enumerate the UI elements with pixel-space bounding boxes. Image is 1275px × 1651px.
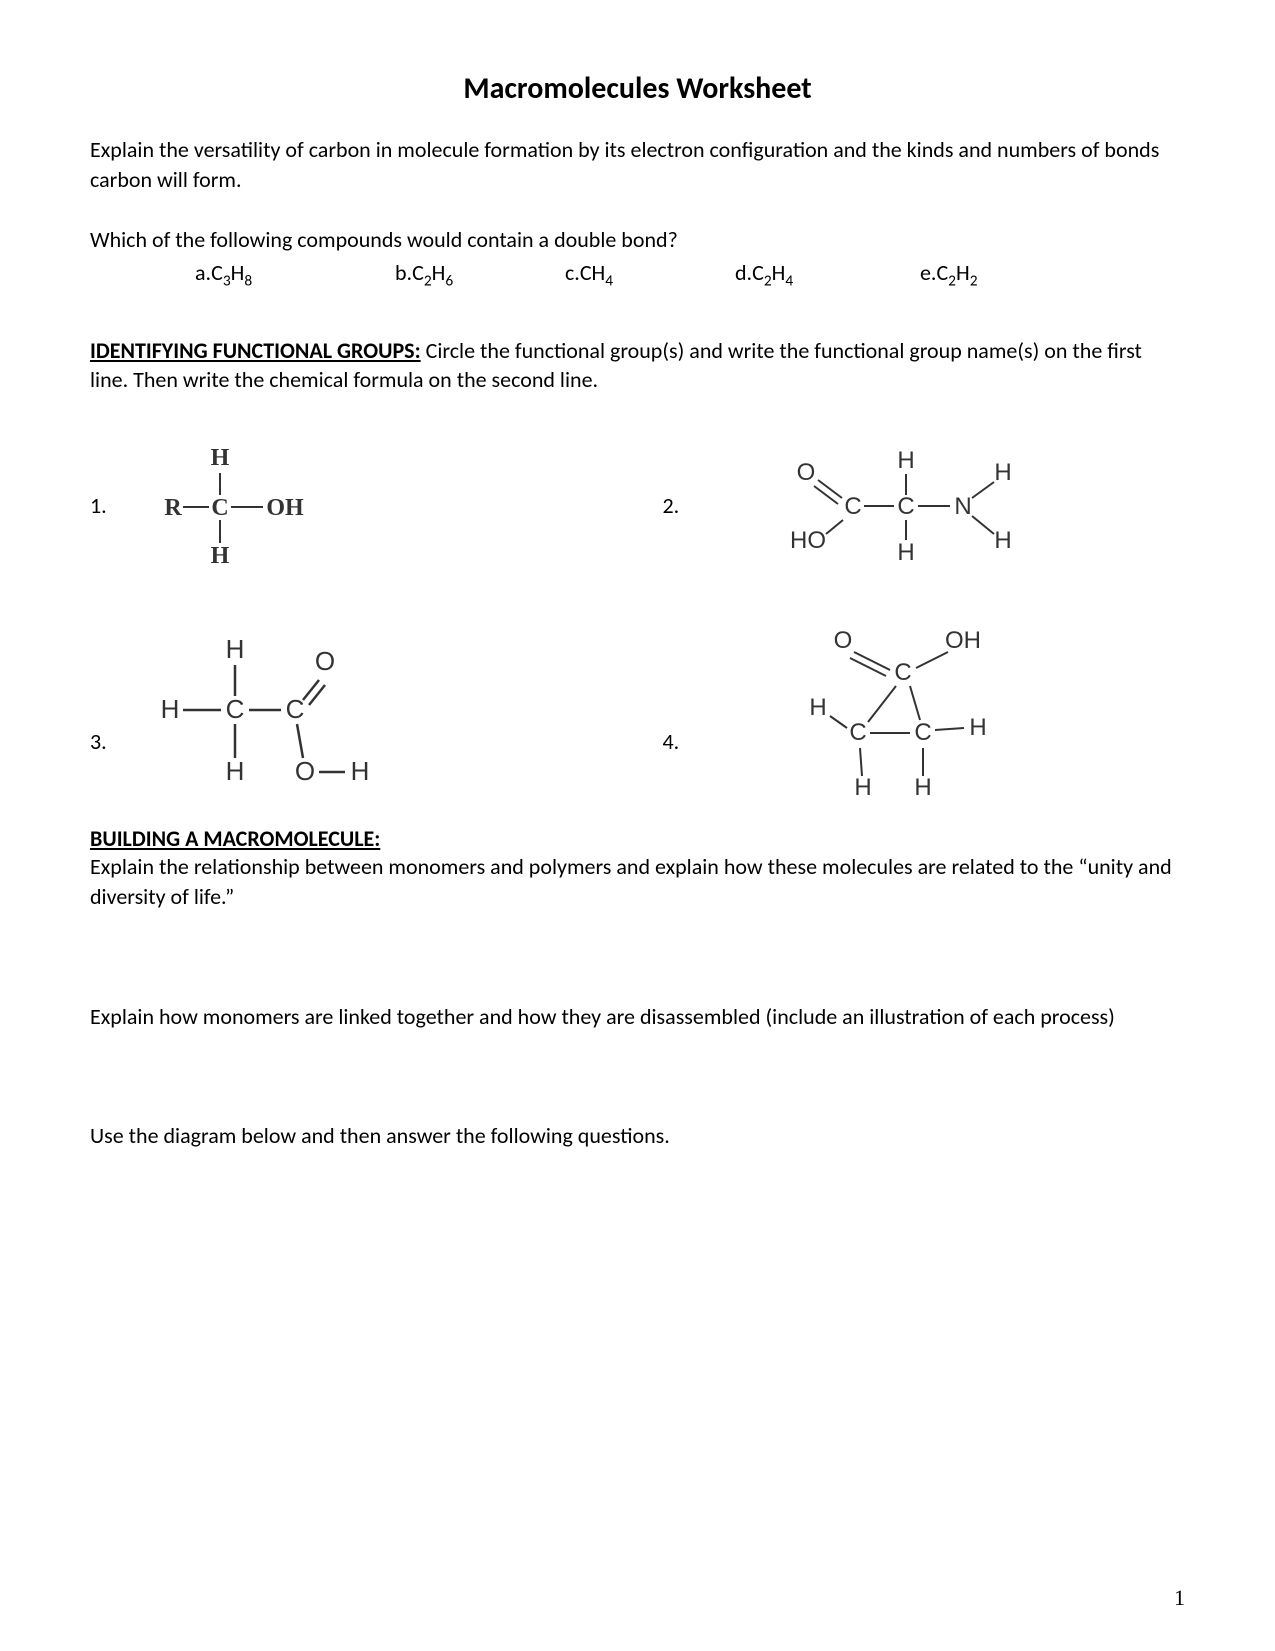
structures-grid: 1. H R C OH H 2.	[90, 420, 1185, 800]
mc-prompt: Which of the following compounds would c…	[90, 226, 1185, 253]
mc-option-e: e. C2H2	[920, 259, 978, 290]
svg-text:H: H	[854, 774, 871, 800]
svg-text:HO: HO	[790, 527, 826, 554]
mc-options: a. C3H8 b. C2H6 c. CH4 d. C2H4 e. C2H2	[90, 259, 1185, 290]
svg-text:H: H	[226, 634, 245, 664]
svg-text:H: H	[161, 694, 180, 724]
structure-cell-1: 1. H R C OH H	[90, 420, 613, 590]
question-linking-monomers: Explain how monomers are linked together…	[90, 1002, 1185, 1032]
svg-text:C: C	[286, 694, 305, 724]
svg-text:N: N	[954, 493, 971, 520]
svg-text:O: O	[315, 646, 335, 676]
svg-text:H: H	[897, 539, 914, 566]
structure-cell-4: 4. O OH C H C C H H H	[663, 620, 1186, 800]
structure-number-2: 2.	[663, 492, 708, 519]
structure-number-1: 1.	[90, 492, 135, 519]
svg-text:C: C	[897, 493, 914, 520]
svg-text:H: H	[351, 756, 370, 786]
svg-text:H: H	[969, 714, 986, 741]
page-number: 1	[1174, 1585, 1185, 1611]
svg-text:H: H	[809, 694, 826, 721]
structure-diagram-3: H O H C C H O H	[135, 630, 395, 790]
question-monomers-polymers: Explain the relationship between monomer…	[90, 852, 1185, 911]
svg-text:C: C	[849, 719, 866, 746]
svg-text:H: H	[226, 756, 245, 786]
svg-text:H: H	[211, 445, 230, 471]
page-title: Macromolecules Worksheet	[90, 70, 1185, 107]
svg-text:H: H	[994, 459, 1011, 486]
mc-option-b: b. C2H6	[395, 259, 560, 290]
svg-text:H: H	[211, 543, 230, 565]
section-heading-functional-groups: IDENTIFYING FUNCTIONAL GROUPS:	[90, 337, 421, 364]
mc-option-d: d. C2H4	[735, 259, 915, 290]
structure-diagram-4: O OH C H C C H H H	[748, 620, 1008, 800]
structure-cell-3: 3. H O H C C H O H	[90, 620, 613, 800]
structure-number-4: 4.	[663, 728, 708, 800]
structure-diagram-1: H R C OH H	[135, 445, 335, 565]
question-carbon-versatility: Explain the versatility of carbon in mol…	[90, 135, 1185, 194]
svg-text:H: H	[914, 774, 931, 800]
svg-text:C: C	[226, 694, 245, 724]
mc-option-a: a. C3H8	[195, 259, 390, 290]
svg-text:C: C	[211, 495, 228, 521]
svg-text:H: H	[897, 447, 914, 474]
svg-text:C: C	[844, 493, 861, 520]
section-heading-macromolecule: BUILDING A MACROMOLECULE:	[90, 825, 1185, 852]
mc-option-c: c. CH4	[565, 259, 730, 290]
svg-text:C: C	[914, 719, 931, 746]
svg-text:O: O	[833, 627, 852, 654]
question-use-diagram: Use the diagram below and then answer th…	[90, 1121, 1185, 1151]
svg-text:OH: OH	[945, 627, 981, 654]
svg-text:OH: OH	[266, 495, 304, 521]
svg-text:H: H	[994, 527, 1011, 554]
worksheet-page: Macromolecules Worksheet Explain the ver…	[0, 0, 1275, 1651]
structure-number-3: 3.	[90, 728, 135, 800]
svg-text:C: C	[894, 659, 911, 686]
functional-groups-instructions: IDENTIFYING FUNCTIONAL GROUPS: Circle th…	[90, 336, 1185, 395]
structure-diagram-2: O H C C N H H HO H	[758, 440, 1018, 570]
structure-cell-2: 2. O H C C N H H HO H	[663, 420, 1186, 590]
svg-text:O: O	[295, 756, 315, 786]
svg-text:R: R	[164, 495, 182, 521]
svg-text:O: O	[796, 459, 815, 486]
